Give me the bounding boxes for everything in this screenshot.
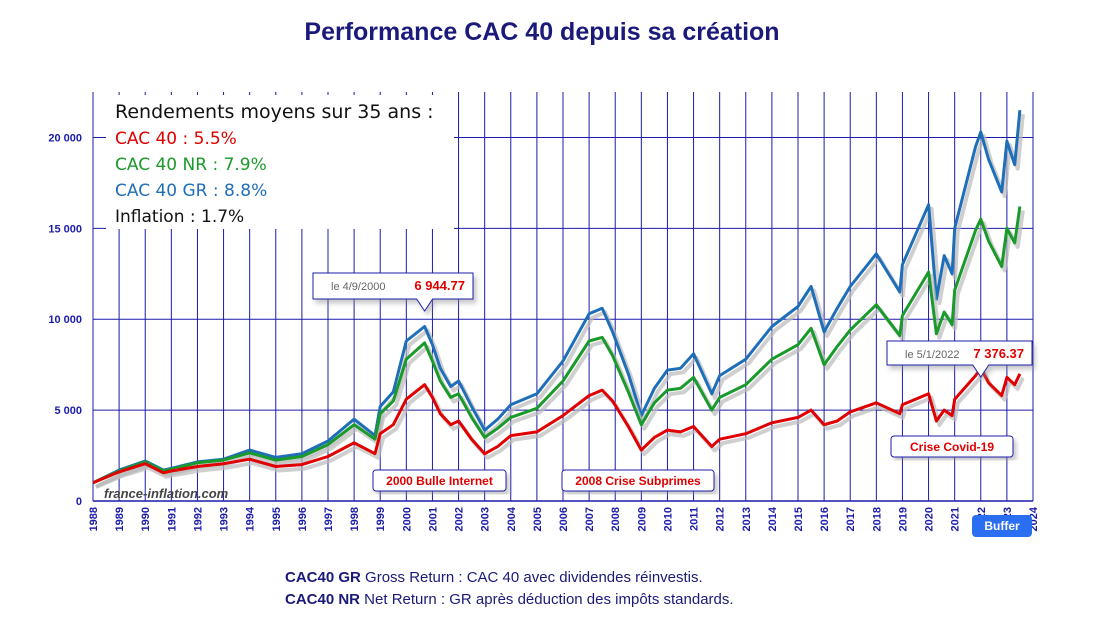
footnote-gr: CAC40 GR Gross Return : CAC 40 avec divi… [285,569,703,586]
callout-date: le 5/1/2022 [905,349,959,361]
x-tick-label: 1992 [192,507,204,531]
series-line-cac-40 [92,366,1022,485]
x-tick-label: 1997 [323,507,335,531]
footnote-nr-text: Net Return : GR après déduction des impô… [360,591,734,608]
x-tick-label: 2016 [819,507,831,531]
legend-line: CAC 40 GR : 8.8% [115,181,267,201]
x-tick-label: 2002 [454,507,466,531]
footnote-nr: CAC40 NR Net Return : GR après déduction… [285,591,734,608]
series-line-cac-40-nr [92,206,1022,485]
y-tick-label: 5 000 [54,405,82,417]
x-tick-label: 2011 [689,507,701,531]
x-tick-label: 2000 [401,507,413,531]
footnote-gr-text: Gross Return : CAC 40 avec dividendes ré… [360,569,703,586]
x-tick-label: 2018 [871,507,883,531]
legend-line: Inflation : 1.7% [115,207,244,227]
annotation-box [890,435,1014,458]
watermark: france-inflation.com [104,486,229,501]
x-tick-label: 1989 [114,507,126,531]
x-tick-label: 2010 [662,507,674,531]
x-tick-label: 1990 [140,507,152,531]
callout-date: le 4/9/2000 [331,281,385,293]
legend-line: CAC 40 : 5.5% [115,129,237,149]
page-title: Performance CAC 40 depuis sa création [304,18,780,46]
legend-heading: Rendements moyens sur 35 ans : [115,101,434,123]
x-tick-label: 1991 [166,507,178,531]
annotation-label: 2008 Crise Subprimes [575,474,701,488]
x-tick-label: 2012 [715,507,727,531]
y-tick-label: 20 000 [48,132,82,144]
annotation-box [561,469,715,492]
footnote-nr-label: CAC40 NR [285,591,361,608]
x-tick-label: 1988 [88,507,100,531]
annotation-label: 2000 Bulle Internet [386,474,493,488]
x-tick-label: 1996 [297,507,309,531]
x-tick-label: 1995 [271,507,283,531]
callout-box [886,340,1033,378]
x-tick-label: 1998 [349,507,361,531]
x-tick-label: 2019 [897,507,909,531]
buffer-button[interactable]: Buffer [972,515,1032,537]
x-tick-label: 2008 [610,507,622,531]
x-tick-label: 1994 [245,506,257,531]
legend-line: CAC 40 NR : 7.9% [115,155,267,175]
y-tick-label: 10 000 [48,314,82,326]
x-tick-label: 1999 [375,507,387,531]
callout-value: 7 376.37 [973,346,1024,361]
x-tick-label: 2009 [636,507,648,531]
x-tick-label: 2005 [532,507,544,531]
x-tick-label: 2015 [793,507,805,531]
x-tick-label: 2013 [741,507,753,531]
x-tick-label: 2006 [558,507,570,531]
x-tick-label: 2001 [427,507,439,531]
series-line-cac-40-gr [92,110,1022,485]
callout-value: 6 944.77 [414,278,465,293]
x-tick-label: 2021 [950,507,962,531]
annotation-box [372,469,507,492]
legend-box [106,95,454,229]
x-tick-label: 2017 [845,507,857,531]
footnote-gr-label: CAC40 GR [285,569,361,586]
x-tick-label: 2003 [480,507,492,531]
x-tick-label: 2014 [767,506,779,531]
x-tick-label: 2004 [506,506,518,531]
x-tick-label: 2007 [584,507,596,531]
x-tick-label: 1993 [219,507,231,531]
series-shadow [95,210,1025,489]
x-tick-label: 2020 [924,507,936,531]
annotation-label: Crise Covid-19 [910,440,994,454]
y-tick-label: 15 000 [48,223,82,235]
y-tick-label: 0 [76,496,82,508]
callout-box [312,272,474,312]
